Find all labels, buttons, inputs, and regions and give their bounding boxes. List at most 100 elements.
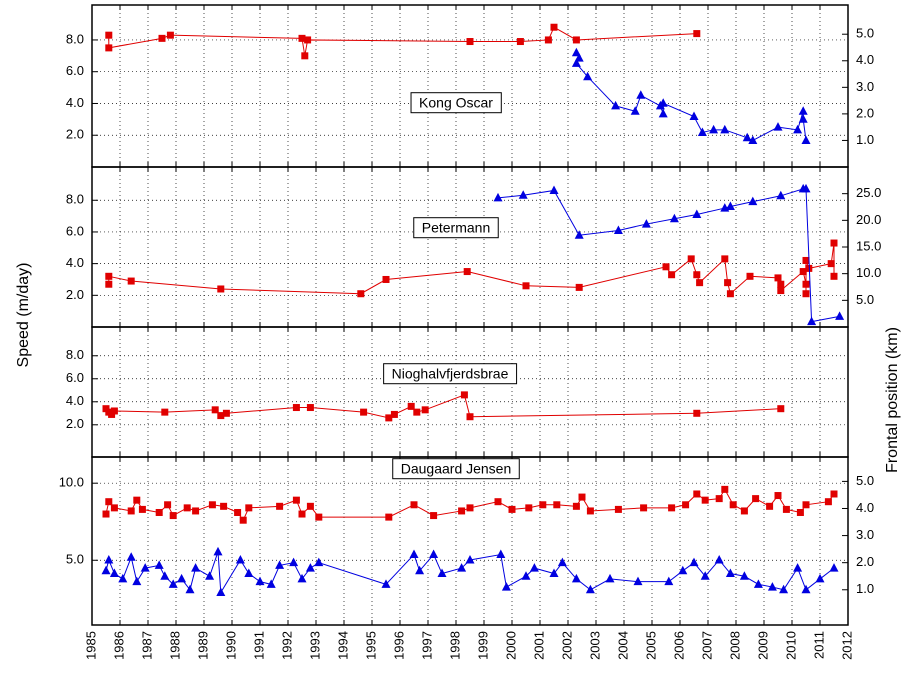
marker [697, 127, 707, 136]
x-tick-label: 2006 [671, 631, 686, 660]
marker [668, 271, 676, 279]
marker [154, 560, 164, 569]
marker [739, 571, 749, 580]
y-tick-label: 2.0 [66, 416, 84, 431]
marker [245, 504, 253, 512]
marker [385, 414, 393, 422]
marker [304, 36, 312, 44]
marker [140, 563, 150, 572]
marker [161, 408, 169, 416]
marker [742, 132, 752, 142]
marker [613, 225, 623, 234]
marker [777, 287, 785, 295]
marker [466, 38, 474, 46]
x-tick-label: 1985 [83, 631, 98, 660]
marker [126, 552, 136, 561]
y-tick-label: 8.0 [66, 347, 84, 362]
marker [709, 124, 719, 134]
y-tick-label: 4.0 [66, 255, 84, 270]
x-tick-label: 1992 [279, 631, 294, 660]
marker [585, 584, 595, 594]
marker [208, 501, 216, 509]
marker [574, 230, 584, 239]
marker [701, 496, 709, 504]
marker [801, 584, 811, 594]
marker [109, 568, 119, 578]
marker [516, 38, 524, 46]
x-tick-label: 2001 [531, 631, 546, 660]
marker [798, 114, 808, 123]
marker [773, 122, 783, 131]
marker [298, 34, 306, 42]
y-tick-label: 6.0 [66, 223, 84, 238]
marker [793, 124, 803, 134]
marker [276, 502, 284, 510]
marker [824, 498, 832, 506]
marker [658, 108, 668, 118]
marker [521, 571, 531, 580]
marker [292, 404, 300, 412]
marker [191, 563, 201, 572]
marker [298, 510, 306, 518]
series-line [497, 188, 840, 323]
marker [234, 508, 242, 516]
marker [777, 405, 785, 413]
marker [658, 98, 668, 107]
marker [583, 71, 593, 81]
marker [641, 219, 651, 228]
y2-tick-label: 5.0 [856, 473, 874, 488]
marker [662, 263, 670, 271]
x-tick-label: 1994 [335, 631, 350, 660]
y2-tick-label: 3.0 [856, 79, 874, 94]
marker [779, 584, 789, 594]
marker [714, 554, 724, 564]
marker [830, 239, 838, 247]
marker [192, 507, 200, 515]
marker [689, 111, 699, 121]
x-tick-label: 2003 [587, 631, 602, 660]
marker [183, 504, 191, 512]
marker [466, 504, 474, 512]
x-tick-label: 1999 [475, 631, 490, 660]
marker [430, 512, 438, 520]
plot-area [101, 485, 839, 596]
marker [827, 260, 835, 268]
marker [700, 571, 710, 580]
marker [160, 571, 170, 580]
marker [605, 573, 615, 583]
panel-label: Nioghalvfjerdsbrae [392, 366, 509, 382]
marker [664, 576, 674, 586]
marker [682, 501, 690, 509]
marker [244, 568, 254, 578]
marker [306, 404, 314, 412]
y2-tick-label: 5.0 [856, 26, 874, 41]
marker [385, 513, 393, 521]
marker [155, 508, 163, 516]
marker [266, 579, 276, 588]
y-tick-label: 6.0 [66, 63, 84, 78]
marker [802, 256, 810, 264]
marker [578, 493, 586, 501]
panel-label: Petermann [422, 220, 490, 236]
marker [550, 23, 558, 31]
marker [525, 504, 533, 512]
marker [105, 498, 113, 506]
marker [835, 311, 845, 320]
marker [689, 557, 699, 567]
marker [802, 501, 810, 509]
marker [132, 576, 142, 586]
marker [640, 504, 648, 512]
y2-tick-label: 4.0 [856, 52, 874, 67]
marker [807, 316, 817, 326]
marker [177, 573, 187, 583]
marker [774, 274, 782, 282]
y2-tick-label: 5.0 [856, 292, 874, 307]
marker [693, 271, 701, 279]
marker [133, 496, 141, 504]
marker [110, 504, 118, 512]
marker [720, 124, 730, 134]
marker [381, 579, 391, 588]
y2-tick-label: 1.0 [856, 581, 874, 596]
y2-axis-label: Frontal position (km) [884, 327, 901, 473]
marker [782, 505, 790, 513]
